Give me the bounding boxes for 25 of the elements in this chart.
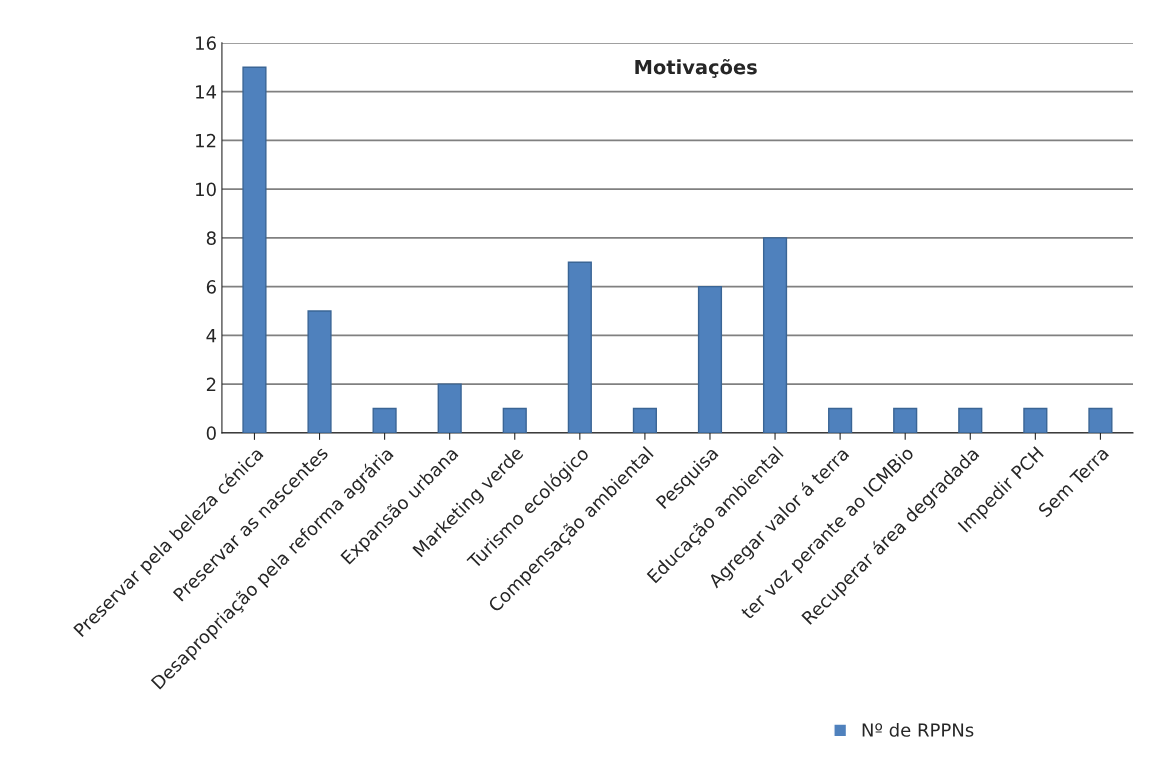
bar bbox=[697, 285, 723, 433]
y-tick-label: 4 bbox=[206, 329, 217, 343]
bar bbox=[372, 407, 397, 433]
bar bbox=[567, 261, 592, 433]
bar bbox=[1088, 407, 1113, 433]
y-tick-label: 12 bbox=[196, 133, 216, 148]
bar bbox=[307, 310, 332, 433]
y-tick-label: 8 bbox=[206, 231, 216, 246]
bar bbox=[828, 407, 853, 433]
y-tick-label: 0 bbox=[206, 426, 216, 441]
bar bbox=[1023, 407, 1048, 433]
bar bbox=[437, 383, 462, 433]
y-tick-label: 14 bbox=[196, 85, 217, 99]
bar bbox=[632, 407, 657, 433]
y-tick-label: 16 bbox=[196, 36, 216, 51]
text: Motivações bbox=[635, 58, 757, 78]
bar bbox=[958, 407, 983, 433]
bar bbox=[502, 407, 527, 433]
bar bbox=[893, 407, 918, 433]
bar bbox=[242, 66, 267, 433]
y-tick-label: 6 bbox=[206, 280, 216, 294]
y-tick-label: 2 bbox=[206, 377, 216, 392]
legend-label: Nº de RPPNs bbox=[862, 722, 974, 737]
bar bbox=[762, 237, 788, 433]
y-tick-label: 10 bbox=[196, 182, 216, 197]
